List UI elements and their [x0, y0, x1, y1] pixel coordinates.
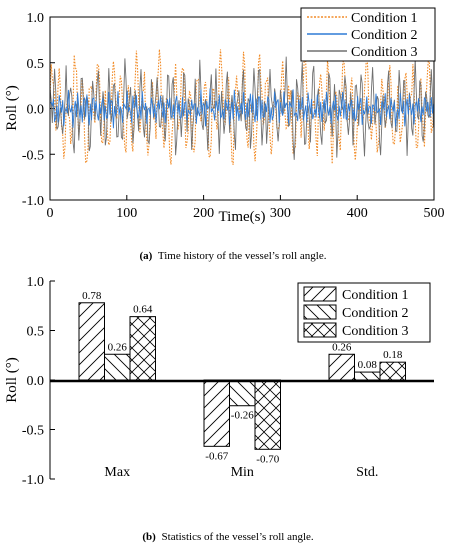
chart-b-category-label: Max — [104, 465, 130, 480]
caption-b-label: (b) — [142, 531, 156, 543]
svg-text:(a) Time history of the: (a) Time history of the vessel’s roll an… — [140, 250, 327, 262]
chart-b-y-tick-label: 0.5 — [27, 325, 45, 340]
chart-a-x-tick-label: 0 — [47, 206, 54, 221]
chart-b-bar-value-label: 0.08 — [358, 359, 378, 371]
chart-a-legend: Condition 1 Condition 2 Condition 3 — [300, 7, 436, 62]
chart-a-series-line — [50, 48, 434, 165]
chart-b-category-labels: Max Min Std. — [104, 465, 378, 480]
svg-text:(b) Statistics of the ve: (b) Statistics of the vessel’s roll angl… — [142, 531, 314, 543]
chart-b-legend-swatch — [303, 286, 337, 302]
chart-a-y-tick-label: -0.5 — [22, 148, 44, 163]
chart-b-bar — [379, 361, 406, 381]
chart-a-y-tick-labels: 1.0 0.5 0.0 -0.5 -1.0 — [22, 11, 44, 209]
chart-b-bar — [78, 302, 105, 381]
caption-b: (b) Statistics of the vessel’s roll angl… — [142, 531, 314, 543]
chart-b-bar — [104, 353, 131, 381]
chart-b-bar-value-label: 0.78 — [82, 290, 102, 302]
chart-b-bar-value-label: 0.18 — [383, 349, 403, 361]
caption-a: (a) Time history of the vessel’s roll an… — [140, 250, 327, 262]
chart-b-y-axis-label: Roll (°) — [4, 357, 20, 403]
chart-a-x-tick-labels: 0 100 200 300 400 500 — [47, 206, 445, 221]
chart-a-y-tick-label: 0.5 — [27, 57, 45, 72]
chart-a-legend-label: Condition 1 — [351, 11, 418, 26]
chart-a-x-tick-label: 500 — [424, 206, 445, 221]
caption-a-label: (a) — [140, 250, 153, 262]
chart-b-legend: Condition 1 Condition 2 Condition 3 — [297, 282, 431, 343]
chart-a-y-axis-label: Roll (°) — [4, 85, 20, 131]
chart-b-bar-value-label: 0.26 — [332, 341, 352, 353]
chart-b-legend-label: Condition 2 — [342, 306, 409, 321]
chart-b-legend-swatch — [303, 304, 337, 320]
chart-a-legend-label: Condition 3 — [351, 45, 418, 60]
chart-a-x-tick-label: 400 — [347, 206, 368, 221]
chart-b-legend-swatch — [303, 322, 337, 338]
chart-a-legend-label: Condition 2 — [351, 28, 418, 43]
chart-b-bar-value-label: -0.26 — [231, 410, 254, 422]
chart-b-bars — [78, 302, 406, 450]
chart-b-y-tick-label: -1.0 — [22, 473, 44, 488]
chart-b-legend-label: Condition 3 — [342, 324, 409, 339]
chart-b-bar-value-label: 0.26 — [108, 341, 128, 353]
caption-b-text: Statistics of the vessel’s roll angle. — [162, 531, 314, 543]
caption-a-text: Time history of the vessel’s roll angle. — [158, 250, 327, 262]
chart-b-bar — [229, 379, 256, 407]
chart-b-bar — [328, 353, 355, 381]
chart-a-y-tick-label: -1.0 — [22, 194, 44, 209]
chart-b-bar-value-label: -0.67 — [205, 450, 228, 462]
chart-b-bar-labels: 0.78 0.26 0.64 -0.67 -0.26 -0.70 0.26 0.08 0.18 — [82, 290, 403, 466]
chart-a-series-line — [50, 88, 434, 129]
chart-a-y-tick-label: 1.0 — [27, 11, 45, 26]
chart-b-y-tick-label: 1.0 — [27, 275, 45, 290]
chart-b-bar-value-label: -0.70 — [256, 453, 279, 465]
chart-b: 0.780.260.64-0.67-0.26-0.700.260.080.18 … — [4, 275, 434, 488]
chart-a-x-tick-label: 200 — [193, 206, 214, 221]
chart-b-category-label: Std. — [356, 465, 378, 480]
chart-a-series — [50, 48, 434, 165]
chart-a-plot-frame — [49, 16, 435, 201]
chart-a-x-axis-label: Time(s) — [219, 209, 266, 225]
chart-a-y-tick-label: 0.0 — [27, 103, 45, 118]
chart-b-category-label: Min — [231, 465, 254, 480]
chart-b-y-tick-labels: 1.0 0.5 0.0 -0.5 -1.0 — [22, 275, 44, 488]
chart-b-bar — [254, 379, 281, 450]
chart-a-x-tick-label: 300 — [270, 206, 291, 221]
chart-b-legend-label: Condition 1 — [342, 288, 409, 303]
chart-b-y-tick-label: -0.5 — [22, 424, 44, 439]
chart-b-bar-value-label: 0.64 — [133, 304, 153, 316]
chart-a: 1.0 0.5 0.0 -0.5 -1.0 0 100 200 300 400 500 Roll … — [4, 7, 445, 225]
chart-a-x-tick-label: 100 — [116, 206, 137, 221]
chart-a-series-line — [50, 56, 434, 160]
chart-b-bar — [354, 371, 381, 381]
chart-b-y-tick-label: 0.0 — [27, 374, 45, 389]
chart-b-bar — [203, 379, 230, 447]
chart-b-bar — [129, 316, 156, 381]
